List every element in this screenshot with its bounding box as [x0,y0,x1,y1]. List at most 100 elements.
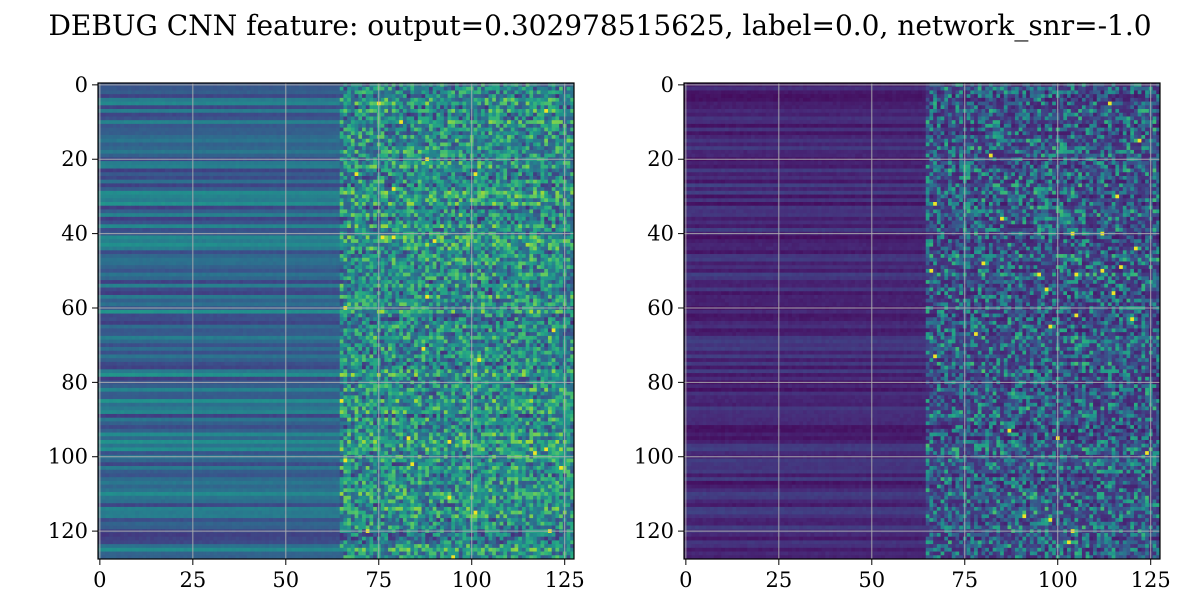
heatmap-cell [362,90,366,94]
heatmap-cell [567,169,571,173]
heatmap-cell [515,87,519,91]
heatmap-cell [146,191,150,195]
heatmap-cell [243,187,247,191]
heatmap-cell [414,165,418,169]
heatmap-cell [195,87,199,91]
heatmap-cell [228,169,232,173]
heatmap-cell [396,180,400,184]
heatmap-cell [236,102,240,106]
heatmap-cell [325,169,329,173]
heatmap-cell [362,180,366,184]
heatmap-cell [250,176,254,180]
heatmap-cell [559,116,563,120]
heatmap-cell [511,116,515,120]
heatmap-cell [544,135,548,139]
heatmap-cell [228,191,232,195]
heatmap-cell [462,224,466,228]
heatmap-cell [403,191,407,195]
heatmap-cell [120,172,124,176]
heatmap-cell [206,87,210,91]
heatmap-cell [477,135,481,139]
heatmap-cell [254,124,258,128]
heatmap-cell [552,169,556,173]
heatmap-cell [158,191,162,195]
heatmap-cell [299,169,303,173]
heatmap-cell [310,191,314,195]
heatmap-cell [455,191,459,195]
heatmap-cell [388,139,392,143]
heatmap-cell [250,217,254,221]
heatmap-cell [117,187,121,191]
heatmap-cell [250,94,254,98]
heatmap-cell [239,143,243,147]
heatmap-cell [436,128,440,132]
heatmap-cell [217,221,221,225]
heatmap-cell [184,109,188,113]
heatmap-cell [299,221,303,225]
heatmap-cell [522,135,526,139]
heatmap-cell [515,169,519,173]
heatmap-cell [366,187,370,191]
heatmap-cell [381,217,385,221]
heatmap-cell [555,105,559,109]
heatmap-cell [410,191,414,195]
heatmap-cell [429,183,433,187]
heatmap-cell [213,172,217,176]
heatmap-cell [355,183,359,187]
heatmap-cell [158,113,162,117]
heatmap-cell [388,113,392,117]
heatmap-cell [169,202,173,206]
heatmap-cell [243,150,247,154]
heatmap-cell [176,172,180,176]
heatmap-cell [239,154,243,158]
heatmap-cell [262,213,266,217]
heatmap-cell [433,98,437,102]
heatmap-cell [232,109,236,113]
heatmap-cell [280,150,284,154]
heatmap-cell [518,206,522,210]
heatmap-cell [507,183,511,187]
heatmap-cell [310,217,314,221]
heatmap-cell [161,146,165,150]
heatmap-cell [109,116,113,120]
heatmap-cell [455,206,459,210]
heatmap-cell [306,154,310,158]
heatmap-cell [221,120,225,124]
heatmap-cell [537,87,541,91]
heatmap-cell [373,98,377,102]
heatmap-cell [355,102,359,106]
heatmap-cell [507,213,511,217]
heatmap-cell [477,139,481,143]
heatmap-cell [102,187,106,191]
heatmap-cell [172,176,176,180]
heatmap-cell [444,191,448,195]
heatmap-cell [347,221,351,225]
heatmap-cell [213,198,217,202]
heatmap-cell [198,187,202,191]
heatmap-cell [265,105,269,109]
heatmap-cell [165,139,169,143]
heatmap-cell [355,146,359,150]
heatmap-cell [139,135,143,139]
heatmap-cell [228,109,232,113]
heatmap-cell [488,191,492,195]
heatmap-cell [321,143,325,147]
heatmap-cell [213,139,217,143]
heatmap-cell [124,213,128,217]
heatmap-cell [451,224,455,228]
heatmap-cell [254,143,258,147]
heatmap-cell [232,154,236,158]
heatmap-cell [310,128,314,132]
heatmap-cell [507,176,511,180]
heatmap-cell [254,187,258,191]
heatmap-cell [462,87,466,91]
heatmap-cell [243,165,247,169]
heatmap-cell [169,120,173,124]
heatmap-cell [396,206,400,210]
heatmap-cell [117,109,121,113]
heatmap-cell [329,135,333,139]
heatmap-cell [288,161,292,165]
heatmap-cell [492,102,496,106]
heatmap-cell [254,116,258,120]
heatmap-cell [310,209,314,213]
